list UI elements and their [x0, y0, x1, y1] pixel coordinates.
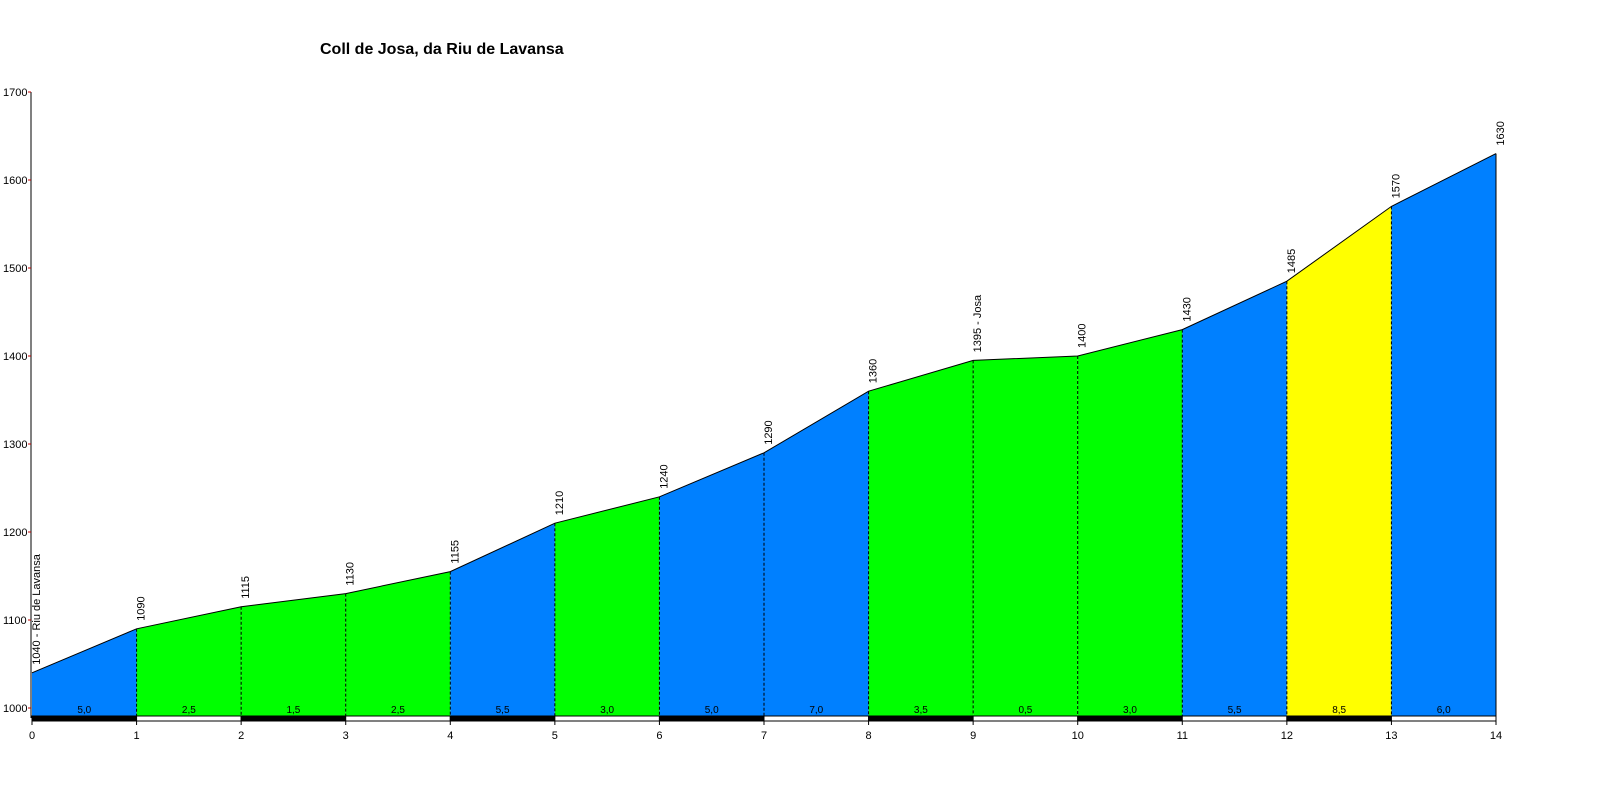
profile-segment: [136, 606, 242, 718]
grade-label: 5,0: [705, 705, 719, 716]
x-axis: 0 1 2 3 4 5 6 7 8 9 10 11 12 13 14: [29, 720, 1502, 742]
x-tick-label: 7: [761, 730, 767, 742]
y-tick-label: 1600: [3, 175, 27, 187]
km-dividers: [136, 206, 1392, 718]
grade-label: 3,5: [914, 705, 928, 716]
km-bar-segment: [345, 715, 451, 722]
elevation-label: 1290: [763, 420, 775, 444]
y-axis: 1000 1100 1200 1300 1400 1500 1600 1700: [3, 87, 32, 718]
x-tick-label: 13: [1385, 730, 1397, 742]
profile-segment: [554, 496, 660, 718]
elevation-label: 1630: [1495, 121, 1507, 145]
grade-label: 6,0: [1437, 705, 1451, 716]
elevation-label: 1155: [449, 540, 461, 564]
km-bar-segment: [763, 715, 870, 722]
grade-label: 0,5: [1018, 705, 1032, 716]
grade-label: 5,0: [77, 705, 91, 716]
grade-label: 7,0: [809, 705, 823, 716]
x-tick-label: 4: [447, 730, 453, 742]
profile-segment: [973, 356, 1078, 718]
km-bar-segment: [972, 715, 1079, 722]
x-tick-label: 8: [866, 730, 872, 742]
grade-label: 3,0: [600, 705, 614, 716]
x-tick-label: 12: [1281, 730, 1293, 742]
km-bar-segment: [868, 715, 974, 722]
grade-labels: 5,0 2,5 1,5 2,5 5,5 3,0 5,0 7,0 3,5 0,5 3,0 5,5 8,5 6…: [77, 705, 1451, 716]
profile-segment: [450, 523, 555, 718]
elevation-label: 1360: [868, 359, 880, 383]
km-bar-segment: [136, 715, 242, 722]
profile-segment: [1182, 281, 1287, 718]
y-tick-label: 1300: [3, 439, 27, 451]
elevation-label: 1115: [240, 576, 252, 599]
y-tick-label: 1400: [3, 351, 27, 363]
grade-label: 2,5: [182, 705, 196, 716]
km-bar-segment: [658, 715, 765, 722]
elevation-labels: 1040 - Riu de Lavansa 1090 1115 1130 1155 121…: [31, 121, 1507, 665]
elevation-label: 1240: [658, 464, 670, 488]
y-tick-label: 1700: [3, 87, 27, 99]
profile-line: [31, 153, 1497, 674]
grade-label: 2,5: [391, 705, 405, 716]
km-bar-segment: [1390, 715, 1497, 722]
grade-label: 5,5: [496, 705, 510, 716]
profile-segment: [32, 628, 137, 718]
km-bar-segment: [31, 715, 138, 722]
km-bar-segment: [1181, 715, 1288, 722]
km-bar-segment: [449, 715, 556, 722]
elevation-label: 1430: [1181, 297, 1193, 321]
elevation-label: 1570: [1390, 174, 1402, 198]
y-tick-label: 1500: [3, 263, 27, 275]
grade-label: 5,5: [1228, 705, 1242, 716]
x-tick-label: 10: [1072, 730, 1084, 742]
km-bar: [31, 715, 1497, 722]
elevation-label: 1130: [345, 562, 357, 586]
x-tick-label: 1: [134, 730, 140, 742]
profile-segment: [345, 571, 451, 718]
x-tick-label: 5: [552, 730, 558, 742]
x-tick-label: 6: [656, 730, 662, 742]
y-tick-label: 1200: [3, 527, 27, 539]
x-tick-label: 3: [343, 730, 349, 742]
x-tick-label: 11: [1177, 730, 1188, 742]
km-bar-segment: [1286, 715, 1392, 722]
km-bar-segment: [554, 715, 660, 722]
km-bar-segment: [240, 715, 347, 722]
elevation-label: 1400: [1077, 324, 1089, 348]
elevation-label: 1090: [136, 596, 148, 620]
profile-segments: [32, 153, 1496, 719]
profile-segment: [241, 593, 346, 718]
x-tick-label: 9: [970, 730, 976, 742]
profile-segment: [868, 360, 974, 718]
chart-title: Coll de Josa, da Riu de Lavansa: [320, 41, 564, 58]
x-tick-label: 14: [1490, 730, 1502, 742]
elevation-label: 1040 - Riu de Lavansa: [31, 553, 43, 665]
grade-label: 3,0: [1123, 705, 1137, 716]
y-tick-label: 1000: [3, 703, 27, 715]
y-tick-label: 1100: [3, 615, 27, 627]
grade-label: 8,5: [1332, 705, 1346, 716]
profile-segment: [659, 452, 764, 718]
profile-segment: [1286, 206, 1392, 718]
profile-segment: [764, 391, 869, 718]
profile-segment: [1077, 329, 1183, 718]
x-tick-label: 2: [238, 730, 244, 742]
x-tick-label: 0: [29, 730, 35, 742]
elevation-label: 1395 - Josa: [972, 294, 984, 352]
elevation-label: 1210: [554, 491, 566, 515]
km-bar-segment: [1077, 715, 1183, 722]
profile-segment: [1391, 153, 1496, 719]
profile-outline: [31, 153, 1497, 718]
elevation-label: 1485: [1286, 249, 1298, 273]
grade-label: 1,5: [286, 705, 300, 716]
